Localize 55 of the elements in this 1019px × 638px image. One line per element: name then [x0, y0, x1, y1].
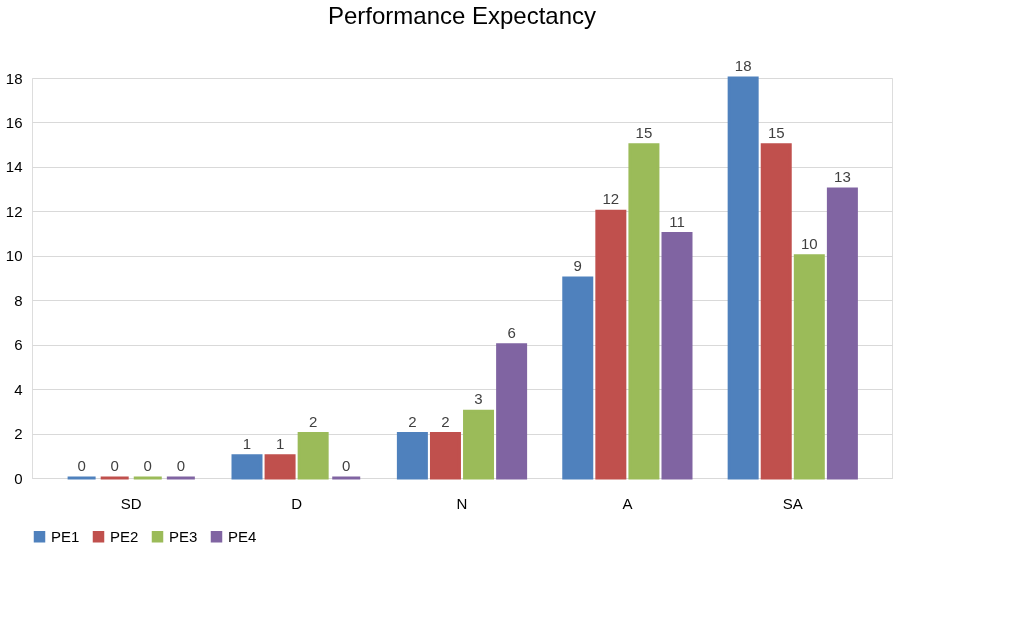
bar [595, 209, 627, 480]
y-tick-label: 14 [5, 158, 23, 176]
x-tick-label: SD [120, 494, 142, 512]
legend-label: PE3 [169, 527, 198, 545]
x-tick-label: D [291, 494, 303, 512]
data-label: 0 [77, 457, 86, 474]
data-label: 2 [408, 412, 417, 430]
y-tick-label: 16 [5, 113, 23, 131]
legend-label: PE4 [228, 527, 257, 545]
x-tick-label: A [622, 494, 633, 512]
bar [264, 454, 296, 480]
legend-label: PE1 [51, 527, 80, 545]
bar [231, 454, 263, 480]
y-tick-label: 18 [5, 69, 23, 87]
data-label: 2 [441, 412, 450, 430]
y-tick-label: 0 [14, 469, 23, 487]
data-label: 18 [734, 57, 752, 74]
y-tick-label: 8 [14, 291, 23, 309]
bar [628, 143, 660, 480]
bar [727, 76, 759, 480]
bar [793, 254, 825, 480]
data-label: 9 [573, 257, 582, 274]
y-tick-label: 10 [5, 247, 23, 265]
data-label: 0 [176, 457, 186, 474]
bar [463, 409, 495, 480]
data-label: 15 [635, 123, 653, 141]
bar [760, 143, 792, 480]
x-tick-label: N [456, 494, 468, 512]
data-label: 2 [308, 412, 318, 430]
y-tick-label: 4 [14, 380, 23, 398]
bar [562, 276, 594, 480]
data-label: 13 [834, 168, 851, 186]
data-label: 3 [474, 390, 483, 408]
data-label: 15 [767, 123, 785, 141]
data-label: 0 [143, 457, 152, 474]
legend-label: PE2 [110, 527, 139, 545]
bar [396, 432, 428, 480]
y-tick-label: 2 [14, 425, 23, 443]
chart-title: Performance Expectancy [327, 2, 597, 29]
data-label: 1 [275, 434, 285, 452]
bar [826, 187, 858, 480]
y-tick-label: 12 [5, 202, 23, 220]
bar [496, 343, 528, 480]
data-label: 0 [110, 457, 119, 474]
bar [297, 432, 329, 480]
x-tick-label: SA [782, 494, 803, 512]
y-tick-label: 6 [14, 336, 23, 354]
data-label: 10 [800, 234, 818, 252]
data-label: 1 [242, 434, 252, 452]
data-label: 11 [669, 212, 685, 230]
data-label: 6 [507, 323, 516, 341]
data-label: 12 [602, 190, 620, 208]
bar [661, 232, 693, 480]
data-label: 0 [342, 457, 351, 474]
bar [429, 432, 461, 480]
